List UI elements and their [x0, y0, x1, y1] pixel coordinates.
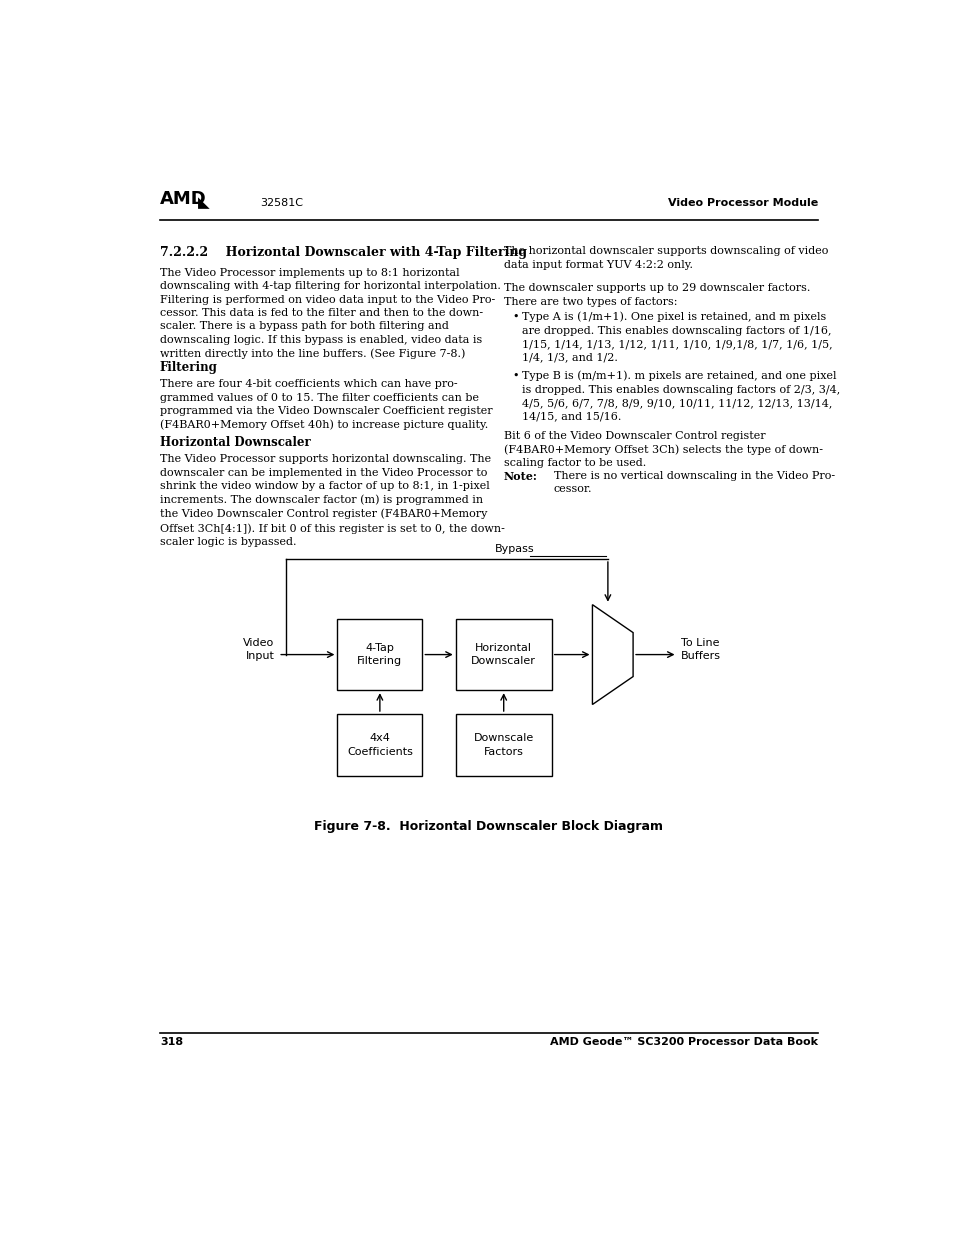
Text: Horizontal Downscaler: Horizontal Downscaler [160, 436, 311, 450]
Text: There is no vertical downscaling in the Video Pro-
cessor.: There is no vertical downscaling in the … [554, 471, 834, 494]
Text: Type B is (m/m+1). m pixels are retained, and one pixel
is dropped. This enables: Type B is (m/m+1). m pixels are retained… [521, 370, 840, 421]
Text: Video
Input: Video Input [243, 638, 274, 661]
Text: The downscaler supports up to 29 downscaler factors.
There are two types of fact: The downscaler supports up to 29 downsca… [503, 283, 809, 306]
Text: The Video Processor implements up to 8:1 horizontal
downscaling with 4-tap filte: The Video Processor implements up to 8:1… [160, 268, 500, 359]
Text: Filtering: Filtering [160, 361, 217, 374]
Text: Video Processor Module: Video Processor Module [667, 198, 817, 209]
FancyBboxPatch shape [337, 714, 422, 776]
Text: AMD Geode™ SC3200 Processor Data Book: AMD Geode™ SC3200 Processor Data Book [549, 1037, 817, 1047]
Text: ◣: ◣ [198, 195, 210, 210]
Text: Note:: Note: [503, 471, 537, 482]
Text: Bypass: Bypass [495, 545, 534, 555]
Text: •: • [512, 311, 518, 322]
Text: 4x4
Coefficients: 4x4 Coefficients [347, 734, 413, 757]
FancyBboxPatch shape [337, 619, 422, 690]
Text: Bit 6 of the Video Downscaler Control register
(F4BAR0+Memory Offset 3Ch) select: Bit 6 of the Video Downscaler Control re… [503, 431, 821, 468]
Text: Type A is (1/m+1). One pixel is retained, and m pixels
are dropped. This enables: Type A is (1/m+1). One pixel is retained… [521, 311, 832, 362]
Text: The horizontal downscaler supports downscaling of video
data input format YUV 4:: The horizontal downscaler supports downs… [503, 246, 827, 269]
FancyBboxPatch shape [456, 714, 551, 776]
Text: AMD: AMD [160, 190, 207, 209]
Text: 7.2.2.2    Horizontal Downscaler with 4-Tap Filtering: 7.2.2.2 Horizontal Downscaler with 4-Tap… [160, 246, 526, 259]
Text: There are four 4-bit coefficients which can have pro-
grammed values of 0 to 15.: There are four 4-bit coefficients which … [160, 379, 492, 430]
Text: 32581C: 32581C [259, 198, 302, 209]
Text: Horizontal
Downscaler: Horizontal Downscaler [471, 643, 536, 666]
Text: •: • [512, 370, 518, 380]
Polygon shape [592, 605, 633, 704]
Text: 318: 318 [160, 1037, 183, 1047]
Text: The Video Processor supports horizontal downscaling. The
downscaler can be imple: The Video Processor supports horizontal … [160, 454, 504, 547]
Text: To Line
Buffers: To Line Buffers [680, 638, 720, 661]
FancyBboxPatch shape [456, 619, 551, 690]
Text: 4-Tap
Filtering: 4-Tap Filtering [357, 643, 402, 666]
Text: Figure 7-8.  Horizontal Downscaler Block Diagram: Figure 7-8. Horizontal Downscaler Block … [314, 820, 662, 832]
Text: Downscale
Factors: Downscale Factors [473, 734, 534, 757]
